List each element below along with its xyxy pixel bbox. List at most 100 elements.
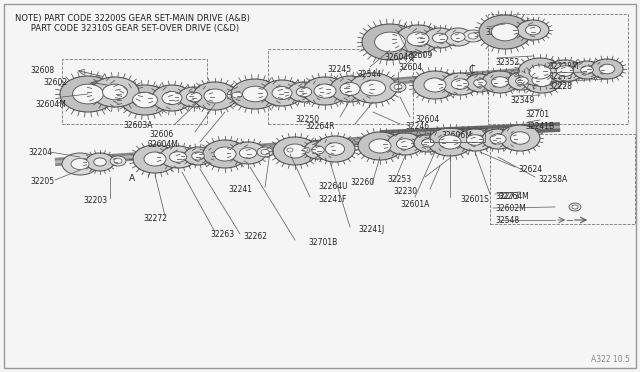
Ellipse shape xyxy=(508,72,536,90)
Ellipse shape xyxy=(204,89,226,103)
Ellipse shape xyxy=(121,85,169,115)
Text: 32264U: 32264U xyxy=(318,182,348,190)
Text: 32263: 32263 xyxy=(210,230,234,238)
Ellipse shape xyxy=(569,203,581,211)
Ellipse shape xyxy=(349,73,397,103)
Ellipse shape xyxy=(178,87,210,107)
Ellipse shape xyxy=(304,141,332,159)
Text: 32275: 32275 xyxy=(548,71,572,80)
Text: 32241F: 32241F xyxy=(318,195,346,203)
Ellipse shape xyxy=(424,28,456,48)
Bar xyxy=(488,14,628,124)
Ellipse shape xyxy=(273,137,317,165)
Text: 32701: 32701 xyxy=(525,109,549,119)
Ellipse shape xyxy=(303,77,347,105)
Text: 32604Q: 32604Q xyxy=(384,52,414,61)
Ellipse shape xyxy=(547,60,583,82)
Ellipse shape xyxy=(152,85,192,111)
Ellipse shape xyxy=(463,30,483,42)
Ellipse shape xyxy=(517,20,549,40)
Text: 32273: 32273 xyxy=(495,192,519,201)
Ellipse shape xyxy=(203,140,247,168)
Ellipse shape xyxy=(257,147,273,157)
Text: 32701B: 32701B xyxy=(308,237,337,247)
Ellipse shape xyxy=(482,71,518,93)
Text: 32264M: 32264M xyxy=(498,192,529,201)
Ellipse shape xyxy=(516,77,528,85)
Ellipse shape xyxy=(315,136,355,162)
Ellipse shape xyxy=(500,125,540,151)
Ellipse shape xyxy=(162,92,182,105)
Ellipse shape xyxy=(422,139,435,147)
Text: 32352: 32352 xyxy=(495,58,519,67)
Text: 32624: 32624 xyxy=(518,164,542,173)
Ellipse shape xyxy=(261,150,269,154)
Text: 32548: 32548 xyxy=(495,215,519,224)
Ellipse shape xyxy=(230,142,266,164)
Ellipse shape xyxy=(232,92,242,98)
Ellipse shape xyxy=(532,74,552,87)
Ellipse shape xyxy=(91,77,139,107)
Ellipse shape xyxy=(413,71,457,99)
Ellipse shape xyxy=(580,66,593,74)
Text: 32349: 32349 xyxy=(510,96,534,105)
Ellipse shape xyxy=(522,67,562,93)
Text: 32246: 32246 xyxy=(405,122,429,131)
Ellipse shape xyxy=(360,80,385,96)
Ellipse shape xyxy=(110,156,126,166)
Ellipse shape xyxy=(358,132,402,160)
Ellipse shape xyxy=(467,135,484,145)
Ellipse shape xyxy=(591,59,623,79)
Ellipse shape xyxy=(492,23,518,41)
Ellipse shape xyxy=(296,87,312,97)
Ellipse shape xyxy=(303,148,307,151)
Bar xyxy=(490,134,635,224)
Bar xyxy=(268,49,413,124)
Ellipse shape xyxy=(170,152,187,162)
Bar xyxy=(62,59,207,124)
Ellipse shape xyxy=(184,147,212,165)
Text: 32604M: 32604M xyxy=(35,99,66,109)
Ellipse shape xyxy=(451,32,465,42)
Ellipse shape xyxy=(86,153,114,171)
Text: 32272: 32272 xyxy=(143,214,167,222)
Bar xyxy=(430,128,485,142)
Ellipse shape xyxy=(300,147,310,153)
Text: C: C xyxy=(468,65,476,75)
Ellipse shape xyxy=(396,25,440,53)
Text: PART CODE 32310S GEAR SET-OVER DRIVE (C&D): PART CODE 32310S GEAR SET-OVER DRIVE (C&… xyxy=(15,24,239,33)
Ellipse shape xyxy=(556,66,573,76)
Ellipse shape xyxy=(227,89,247,101)
Text: 32606: 32606 xyxy=(150,129,174,138)
Text: 32603A: 32603A xyxy=(124,121,153,129)
Ellipse shape xyxy=(72,84,104,104)
Ellipse shape xyxy=(369,139,391,153)
Text: 32604: 32604 xyxy=(398,62,422,71)
Ellipse shape xyxy=(442,73,478,95)
Ellipse shape xyxy=(340,83,360,96)
Ellipse shape xyxy=(102,84,127,100)
Ellipse shape xyxy=(482,129,514,149)
Ellipse shape xyxy=(243,86,268,102)
Ellipse shape xyxy=(284,146,296,154)
Text: 32205: 32205 xyxy=(30,176,54,186)
Text: 32241: 32241 xyxy=(228,185,252,193)
Text: 32544: 32544 xyxy=(358,70,382,78)
Ellipse shape xyxy=(314,84,336,98)
Ellipse shape xyxy=(114,158,122,164)
Ellipse shape xyxy=(428,128,472,156)
Ellipse shape xyxy=(374,32,405,52)
Text: 32604M: 32604M xyxy=(147,140,178,148)
Ellipse shape xyxy=(214,147,236,161)
Text: 32260: 32260 xyxy=(351,177,375,186)
Ellipse shape xyxy=(284,144,306,158)
Ellipse shape xyxy=(439,135,461,149)
Ellipse shape xyxy=(62,153,98,175)
Ellipse shape xyxy=(424,78,446,92)
Ellipse shape xyxy=(599,64,614,74)
Ellipse shape xyxy=(525,25,541,35)
Ellipse shape xyxy=(451,79,468,89)
Ellipse shape xyxy=(186,92,202,102)
Ellipse shape xyxy=(573,61,601,79)
Ellipse shape xyxy=(490,134,506,144)
